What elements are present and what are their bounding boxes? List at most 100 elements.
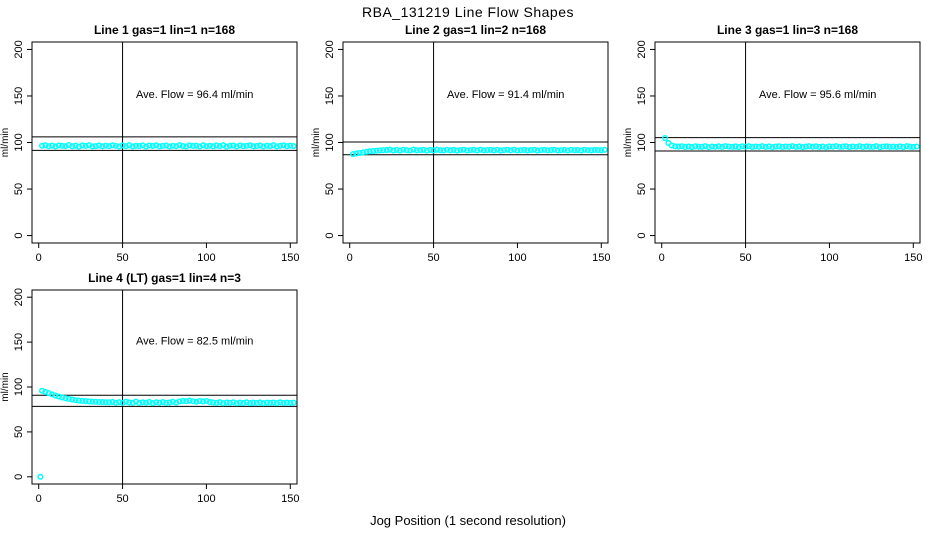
data-point — [390, 147, 397, 154]
data-point — [809, 143, 816, 150]
data-point — [143, 399, 150, 406]
data-point — [698, 143, 706, 150]
data-point — [280, 142, 287, 149]
y-tick-label: 0 — [13, 232, 25, 238]
data-point — [430, 147, 437, 154]
x-tick-label: 50 — [116, 493, 128, 505]
x-tick-label: 150 — [904, 252, 922, 264]
data-point — [189, 142, 197, 149]
data-point — [273, 143, 280, 150]
data-point — [179, 397, 186, 404]
data-point — [675, 143, 682, 150]
data-point — [96, 398, 103, 406]
data-point — [163, 142, 170, 149]
data-point — [393, 146, 400, 153]
data-point — [789, 143, 796, 150]
data-point — [762, 143, 769, 150]
x-tick-label: 100 — [197, 493, 215, 505]
data-point — [561, 146, 568, 153]
data-point — [72, 142, 79, 149]
data-point — [156, 143, 163, 150]
y-tick-label: 200 — [324, 40, 336, 58]
data-point — [253, 142, 260, 149]
data-point — [782, 143, 789, 150]
data-point — [534, 147, 541, 154]
data-point — [159, 399, 166, 406]
y-tick-label: 50 — [324, 183, 336, 195]
data-point — [186, 397, 193, 404]
data-point — [403, 147, 410, 154]
y-tick-label: 50 — [13, 426, 25, 438]
data-point — [578, 147, 585, 154]
data-point — [564, 147, 571, 154]
data-point — [223, 143, 230, 150]
data-point — [112, 142, 119, 149]
data-points — [662, 134, 920, 151]
data-point — [102, 399, 109, 406]
data-point — [423, 147, 430, 154]
data-point — [682, 143, 689, 151]
data-point — [119, 399, 126, 406]
data-point — [243, 142, 250, 149]
data-point — [136, 142, 143, 150]
data-point — [356, 149, 363, 156]
data-point — [89, 143, 96, 150]
data-point — [206, 399, 213, 406]
data-point — [732, 143, 739, 150]
data-point — [906, 143, 913, 150]
data-point — [685, 143, 692, 150]
data-point — [250, 399, 257, 406]
data-point — [413, 147, 420, 154]
data-point — [350, 150, 357, 158]
data-point — [521, 146, 528, 153]
data-point — [477, 146, 484, 153]
data-point — [470, 146, 477, 153]
data-point — [712, 143, 719, 150]
data-point — [183, 143, 190, 150]
data-point — [829, 143, 836, 150]
y-tick-label: 150 — [636, 87, 648, 105]
data-point — [82, 398, 89, 405]
data-point — [591, 146, 598, 153]
y-axis-unit-label: ml/min — [0, 372, 11, 401]
data-point — [846, 144, 853, 151]
data-point — [203, 143, 210, 150]
data-point — [156, 399, 163, 406]
data-point — [883, 143, 890, 150]
data-point — [853, 143, 860, 150]
data-point — [769, 144, 776, 151]
data-point — [106, 143, 113, 150]
data-point — [132, 142, 140, 149]
y-tick-label: 150 — [13, 87, 25, 105]
data-point — [913, 143, 920, 150]
data-point — [407, 147, 414, 154]
data-point — [755, 143, 763, 150]
data-point — [588, 147, 595, 154]
data-point — [52, 392, 59, 399]
data-point — [467, 147, 474, 154]
data-point — [213, 142, 220, 149]
data-point — [457, 146, 464, 154]
data-point — [55, 142, 62, 149]
data-point — [85, 398, 93, 405]
data-point — [52, 143, 59, 150]
x-tick-label: 100 — [820, 252, 838, 264]
y-tick-label: 0 — [636, 232, 648, 238]
data-point — [79, 397, 86, 404]
data-point — [253, 399, 260, 406]
data-point — [688, 144, 695, 151]
data-point — [69, 143, 76, 150]
data-point — [568, 146, 575, 153]
ave-flow-annotation: Ave. Flow = 82.5 ml/min — [136, 335, 253, 347]
data-point — [903, 143, 910, 150]
data-point — [236, 399, 244, 406]
y-tick-label: 0 — [324, 232, 336, 238]
data-point — [226, 399, 233, 406]
data-point — [584, 147, 591, 154]
data-point — [122, 143, 129, 150]
data-point — [290, 399, 297, 406]
data-point — [45, 143, 52, 150]
data-point — [490, 147, 497, 154]
